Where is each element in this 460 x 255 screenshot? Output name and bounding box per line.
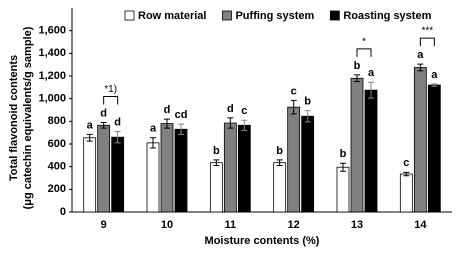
- x-tick-label: 12: [288, 219, 300, 231]
- y-tick-label: 1,200: [38, 70, 66, 82]
- bar: [336, 166, 350, 213]
- significance-letter: a: [368, 67, 375, 79]
- significance-letter: cd: [175, 109, 188, 121]
- error-bar: [431, 83, 438, 87]
- error-bar: [354, 74, 360, 83]
- bar: [237, 124, 251, 213]
- error-bar: [403, 171, 410, 177]
- significance-letter: a: [431, 69, 438, 81]
- bar: [413, 67, 427, 213]
- significance-bracket: [103, 95, 119, 105]
- significance-letter: b: [340, 148, 347, 160]
- bar: [174, 128, 188, 213]
- significance-letter: a: [417, 49, 424, 61]
- error-bar: [340, 162, 346, 172]
- y-axis-label: (μg catechin equivalents/g sample): [22, 26, 34, 209]
- error-bar: [213, 159, 220, 167]
- significance-letter: b: [354, 60, 361, 72]
- error-bar: [164, 118, 170, 129]
- significance-letter: b: [304, 95, 311, 107]
- significance-bracket: [356, 48, 372, 57]
- bar: [273, 162, 287, 213]
- significance-letter: a: [87, 119, 94, 131]
- error-bar: [150, 137, 156, 149]
- error-bar: [114, 131, 121, 144]
- significance-letter: d: [164, 104, 171, 116]
- significance-letter: c: [403, 157, 409, 169]
- x-tick-label: 11: [225, 219, 237, 231]
- legend-swatch: [329, 10, 340, 21]
- bar: [287, 106, 301, 213]
- bar: [146, 142, 160, 213]
- significance-mark: ***: [421, 26, 433, 37]
- error-bar: [368, 81, 374, 99]
- error-bar: [241, 119, 248, 131]
- y-tick-label: 1,600: [38, 25, 66, 37]
- error-bar: [178, 123, 184, 135]
- bar: [223, 122, 237, 213]
- x-tick-label: 9: [101, 219, 107, 231]
- error-bar: [86, 133, 93, 142]
- significance-mark: *: [362, 37, 366, 48]
- y-tick-label: 200: [48, 183, 66, 195]
- x-tick-label: 14: [414, 219, 427, 231]
- significance-letter: d: [114, 116, 121, 128]
- significance-letter: d: [227, 103, 234, 115]
- error-bar: [417, 63, 424, 72]
- bar: [364, 89, 378, 213]
- legend-swatch: [124, 10, 135, 21]
- bar: [97, 124, 111, 213]
- y-tick-label: 400: [48, 161, 66, 173]
- significance-letter: b: [276, 145, 283, 157]
- error-bar: [290, 99, 297, 115]
- significance-letter: d: [100, 107, 107, 119]
- error-bar: [276, 159, 283, 167]
- bar: [427, 84, 441, 213]
- significance-mark: *1): [104, 84, 117, 95]
- bar: [399, 173, 413, 213]
- significance-letter: b: [213, 145, 220, 157]
- y-tick-label: 0: [60, 206, 66, 218]
- y-tick-label: 600: [48, 138, 66, 150]
- y-tick-label: 1,000: [38, 93, 66, 105]
- error-bar: [304, 110, 311, 123]
- bar: [83, 137, 97, 213]
- legend-label: Row material: [138, 10, 206, 22]
- x-axis-label: Moisture contents (%): [205, 235, 320, 247]
- x-tick-label: 10: [161, 219, 173, 231]
- significance-letter: a: [150, 123, 157, 135]
- bar: [111, 136, 125, 213]
- bar: [350, 77, 364, 213]
- legend-swatch: [222, 10, 232, 21]
- y-tick-label: 800: [48, 115, 66, 127]
- legend-label: Puffing system: [235, 10, 314, 22]
- significance-letter: c: [241, 105, 247, 117]
- significance-bracket: [419, 37, 435, 47]
- legend-label: Roasting system: [343, 10, 431, 22]
- bar: [301, 115, 315, 213]
- y-tick-label: 1,400: [38, 47, 66, 59]
- y-axis-label: Total flavonoid contents: [8, 55, 20, 181]
- significance-letter: c: [291, 85, 297, 97]
- error-bar: [100, 121, 107, 129]
- x-tick-label: 13: [351, 219, 363, 231]
- bar: [160, 123, 174, 213]
- error-bar: [227, 117, 234, 129]
- bar: [209, 162, 223, 213]
